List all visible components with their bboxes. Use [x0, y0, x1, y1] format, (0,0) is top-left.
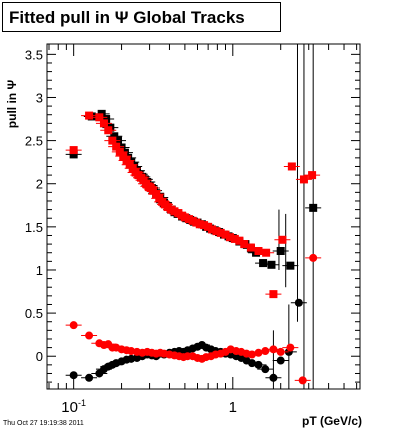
chart-title: Fitted pull in Ψ Global Tracks — [9, 8, 245, 27]
data-point-square — [200, 221, 209, 230]
plot-frame — [46, 43, 361, 390]
data-point-square — [180, 213, 189, 222]
data-point-circle — [309, 253, 318, 262]
data-point-square — [122, 156, 131, 165]
data-point-square — [269, 290, 278, 299]
data-point-square — [117, 143, 126, 152]
y-axis-label: pull in Ψ — [5, 80, 19, 129]
data-point-square — [95, 113, 104, 122]
data-point-square — [240, 240, 249, 249]
data-point-square — [195, 220, 204, 229]
data-point-square — [230, 234, 239, 243]
data-point-circle — [276, 356, 285, 365]
data-point-square — [69, 146, 78, 155]
data-point-square — [128, 164, 137, 173]
y-tick-label: 3.5 — [25, 47, 43, 62]
data-point-circle — [85, 373, 94, 382]
y-tick-label: 0 — [36, 349, 43, 364]
title-box: Fitted pull in Ψ Global Tracks — [2, 2, 281, 32]
data-point-square — [246, 243, 255, 252]
data-point-circle — [254, 348, 263, 357]
data-point-square — [221, 230, 230, 239]
data-point-square — [309, 203, 318, 212]
data-point-square — [108, 136, 117, 145]
data-points — [65, 109, 322, 385]
x-axis-label: pT (GeV/c) — [302, 414, 362, 428]
data-point-square — [308, 171, 317, 180]
data-point-circle — [294, 298, 303, 307]
data-point-square — [104, 126, 113, 135]
data-point-circle — [69, 321, 78, 330]
data-point-square — [254, 247, 263, 255]
data-point-square — [69, 150, 78, 159]
data-point-square — [115, 147, 124, 156]
data-point-square — [85, 111, 94, 120]
data-point-square — [102, 115, 111, 124]
data-point-circle — [286, 343, 295, 352]
data-point-square — [287, 162, 296, 171]
data-point-square — [112, 142, 121, 151]
x-tick-label: 1 — [229, 399, 237, 416]
data-point-square — [225, 233, 234, 242]
x-tick-label: 10-1 — [61, 398, 86, 416]
data-point-square — [119, 152, 128, 161]
error-bars — [272, 44, 314, 389]
data-point-square — [207, 225, 216, 234]
data-point-circle — [276, 347, 285, 356]
data-point-square — [216, 228, 225, 237]
data-point-square — [259, 259, 268, 268]
data-point-circle — [269, 373, 278, 382]
y-tick-label: 3 — [36, 90, 43, 105]
data-point-square — [152, 190, 161, 199]
timestamp-footer: Thu Oct 27 19:19:38 2011 — [3, 420, 84, 427]
y-tick-label: 1.5 — [25, 220, 43, 235]
data-point-square — [235, 236, 244, 245]
data-point-square — [110, 132, 119, 141]
data-point-square — [212, 227, 221, 236]
data-point-circle — [69, 371, 78, 380]
y-tick-label: 0.5 — [25, 306, 43, 321]
data-point-square — [267, 260, 276, 269]
y-tick-label: 2.5 — [25, 134, 43, 149]
data-point-square — [286, 261, 295, 270]
data-point-circle — [269, 345, 278, 354]
data-point-circle — [261, 365, 270, 374]
data-point-square — [278, 235, 287, 244]
data-point-circle — [85, 331, 94, 340]
data-point-square — [99, 119, 108, 128]
data-point-square — [262, 248, 271, 257]
data-point-circle — [298, 376, 307, 385]
data-point-square — [276, 247, 285, 255]
y-tick-label: 1 — [36, 263, 43, 278]
data-point-circle — [254, 360, 263, 369]
y-tick-label: 2 — [36, 177, 43, 192]
data-point-square — [299, 175, 308, 184]
data-point-circle — [261, 347, 270, 356]
